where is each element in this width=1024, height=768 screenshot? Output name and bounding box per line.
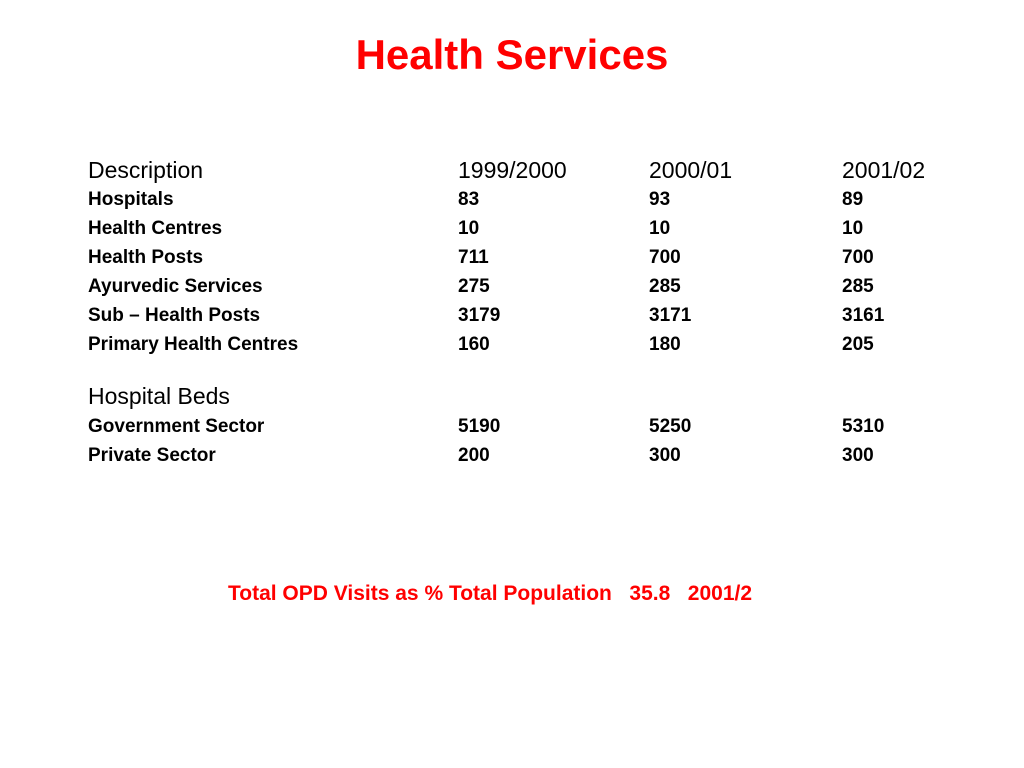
column-header-2000-01: 2000/01 <box>649 157 733 183</box>
cell-value: 3171 <box>649 305 692 326</box>
table-row: Health Centres 10 10 10 <box>88 214 988 243</box>
cell-value: 300 <box>842 445 874 466</box>
cell-value: 10 <box>649 218 671 239</box>
opd-visits-summary: Total OPD Visits as % Total Population 3… <box>0 580 980 608</box>
cell-value: 285 <box>649 276 681 297</box>
row-label: Government Sector <box>88 416 265 437</box>
table-row: Ayurvedic Services 275 285 285 <box>88 272 988 301</box>
slide-title: Health Services <box>355 31 669 78</box>
row-label: Ayurvedic Services <box>88 276 263 297</box>
table-row: Health Posts 711 700 700 <box>88 243 988 272</box>
cell-value: 10 <box>842 218 864 239</box>
cell-value: 700 <box>649 247 681 268</box>
cell-value: 300 <box>649 445 681 466</box>
cell-value: 89 <box>842 189 864 210</box>
column-header-2001-02: 2001/02 <box>842 157 926 183</box>
cell-value: 160 <box>458 334 490 355</box>
table-row: Government Sector 5190 5250 5310 <box>88 412 988 441</box>
section-heading-hospital-beds: Hospital Beds <box>88 383 230 409</box>
opd-visits-year: 2001/2 <box>687 582 753 605</box>
cell-value: 700 <box>842 247 874 268</box>
row-label: Sub – Health Posts <box>88 305 261 326</box>
opd-visits-value: 35.8 <box>629 582 671 605</box>
cell-value: 93 <box>649 189 671 210</box>
cell-value: 711 <box>458 247 489 268</box>
cell-value: 285 <box>842 276 874 297</box>
cell-value: 5310 <box>842 416 885 437</box>
row-label: Health Posts <box>88 247 204 268</box>
row-label: Primary Health Centres <box>88 334 299 355</box>
cell-value: 200 <box>458 445 490 466</box>
cell-value: 10 <box>458 218 480 239</box>
row-label: Health Centres <box>88 218 223 239</box>
cell-value: 5250 <box>649 416 692 437</box>
health-services-table: Description 1999/2000 2000/01 2001/02 Ho… <box>88 155 988 470</box>
table-row: Primary Health Centres 160 180 205 <box>88 330 988 359</box>
row-label: Hospitals <box>88 189 174 210</box>
opd-visits-label: Total OPD Visits as % Total Population <box>227 582 612 605</box>
table-row: Hospitals 83 93 89 <box>88 185 988 214</box>
cell-value: 3179 <box>458 305 501 326</box>
column-header-description: Description <box>88 157 204 183</box>
table-row: Sub – Health Posts 3179 3171 3161 <box>88 301 988 330</box>
cell-value: 83 <box>458 189 480 210</box>
table-row: Private Sector 200 300 300 <box>88 441 988 470</box>
cell-value: 3161 <box>842 305 885 326</box>
row-label: Private Sector <box>88 445 216 466</box>
cell-value: 5190 <box>458 416 501 437</box>
cell-value: 205 <box>842 334 874 355</box>
cell-value: 275 <box>458 276 490 297</box>
cell-value: 180 <box>649 334 681 355</box>
column-header-1999-2000: 1999/2000 <box>458 157 567 183</box>
table-header-row: Description 1999/2000 2000/01 2001/02 <box>88 155 988 185</box>
section-heading-row: Hospital Beds <box>88 380 988 412</box>
